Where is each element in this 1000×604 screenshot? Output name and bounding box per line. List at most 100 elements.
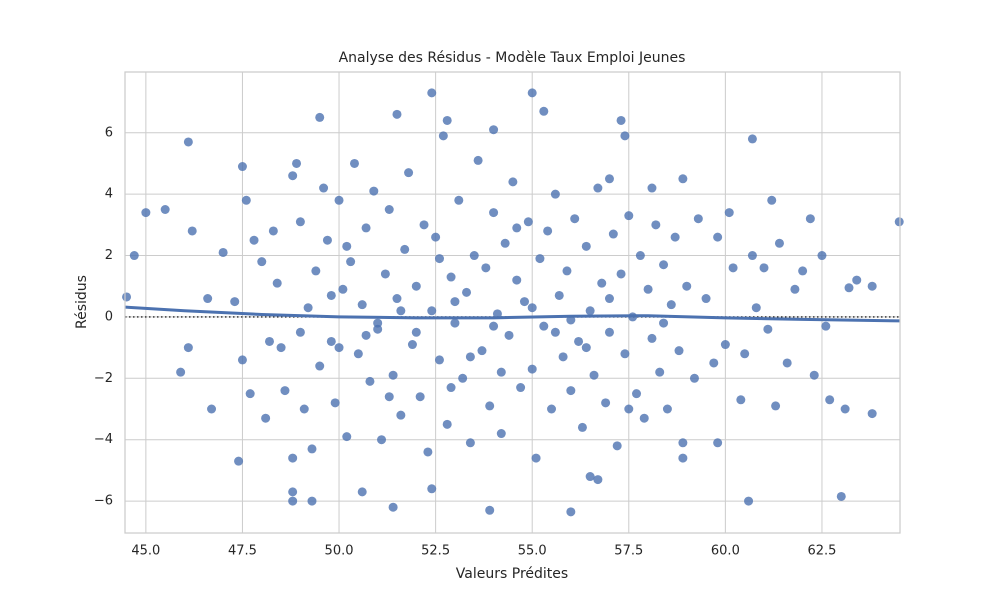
residual-point xyxy=(500,238,510,248)
residual-point xyxy=(562,266,572,276)
residual-point xyxy=(203,294,213,304)
residual-point xyxy=(577,422,587,432)
residual-point xyxy=(624,404,634,414)
residual-point xyxy=(446,383,456,393)
y-tick-label: 0 xyxy=(105,309,113,324)
residual-point xyxy=(740,349,750,359)
residual-point xyxy=(550,327,560,337)
residual-point xyxy=(431,232,441,242)
residual-point xyxy=(771,401,781,411)
residual-point xyxy=(747,134,757,144)
residual-point xyxy=(122,292,132,302)
residual-point xyxy=(245,389,255,399)
residual-point xyxy=(319,183,329,193)
residual-point xyxy=(396,306,406,316)
residual-point xyxy=(392,294,402,304)
residual-point xyxy=(709,358,719,368)
residual-point xyxy=(427,484,437,494)
residual-point xyxy=(404,168,414,178)
residual-point xyxy=(651,220,661,230)
residual-point xyxy=(508,177,518,187)
residual-point xyxy=(678,438,688,448)
residual-point xyxy=(465,352,475,362)
y-tick-label: 6 xyxy=(105,125,113,140)
residual-point xyxy=(469,251,479,261)
residual-point xyxy=(678,174,688,184)
residual-point xyxy=(434,254,444,264)
residual-point xyxy=(713,438,723,448)
residual-point xyxy=(183,137,193,147)
residual-point xyxy=(825,395,835,405)
residual-point xyxy=(489,321,499,331)
residual-point xyxy=(601,398,611,408)
residual-point xyxy=(527,88,537,98)
x-tick-label: 45.0 xyxy=(131,544,160,559)
residual-point xyxy=(353,349,363,359)
residual-point xyxy=(288,487,298,497)
residual-point xyxy=(369,186,379,196)
x-tick-label: 62.5 xyxy=(807,544,836,559)
residual-point xyxy=(141,208,151,218)
residual-point xyxy=(639,413,649,423)
residual-point xyxy=(852,275,862,285)
residual-point xyxy=(342,241,352,251)
residual-point xyxy=(357,300,367,310)
residual-point xyxy=(593,183,603,193)
residual-point xyxy=(844,283,854,293)
residual-point xyxy=(485,505,495,515)
residual-point xyxy=(840,404,850,414)
residual-point xyxy=(346,257,356,267)
residual-point xyxy=(338,284,348,294)
residual-point xyxy=(720,340,730,350)
residual-point xyxy=(701,294,711,304)
residual-point xyxy=(817,251,827,261)
residual-point xyxy=(512,275,522,285)
residual-point xyxy=(396,410,406,420)
residual-point xyxy=(446,272,456,282)
residual-point xyxy=(322,235,332,245)
residual-point xyxy=(774,238,784,248)
lowess-line xyxy=(124,305,901,323)
residual-point xyxy=(218,247,228,257)
residual-point xyxy=(790,284,800,294)
residual-point xyxy=(342,432,352,442)
residual-point xyxy=(516,383,526,393)
residual-point xyxy=(334,195,344,205)
x-tick-label: 52.5 xyxy=(421,544,450,559)
residual-point xyxy=(670,232,680,242)
residual-point xyxy=(307,496,317,506)
residual-point xyxy=(311,266,321,276)
residual-point xyxy=(543,226,553,236)
residual-point xyxy=(632,389,642,399)
x-tick-label: 50.0 xyxy=(325,544,354,559)
residual-point xyxy=(388,502,398,512)
residual-point xyxy=(257,257,267,267)
residual-point xyxy=(288,171,298,181)
residual-point xyxy=(682,281,692,291)
residual-point xyxy=(504,330,514,340)
residual-point xyxy=(407,340,417,350)
residual-point xyxy=(798,266,808,276)
x-tick-label: 57.5 xyxy=(614,544,643,559)
residual-point xyxy=(489,125,499,135)
residual-point xyxy=(315,112,325,122)
residual-point xyxy=(747,251,757,261)
residual-point xyxy=(566,507,576,517)
x-axis-label: Valeurs Prédites xyxy=(456,566,568,582)
residual-point xyxy=(620,349,630,359)
residual-point xyxy=(570,214,580,224)
residual-point xyxy=(303,303,313,313)
residual-point xyxy=(307,444,317,454)
residual-point xyxy=(736,395,746,405)
residual-point xyxy=(288,496,298,506)
residual-point xyxy=(608,229,618,239)
residual-point xyxy=(624,211,634,221)
residual-point xyxy=(523,217,533,227)
residual-point xyxy=(647,333,657,343)
residual-point xyxy=(674,346,684,356)
residual-point xyxy=(442,115,452,125)
residual-point xyxy=(458,373,468,383)
residual-point xyxy=(176,367,186,377)
residual-point xyxy=(751,303,761,313)
